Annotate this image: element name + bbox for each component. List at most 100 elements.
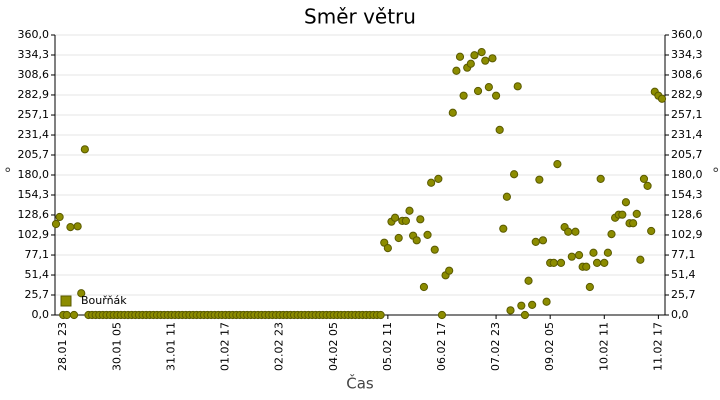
- point: [499, 224, 508, 233]
- point: [495, 125, 504, 134]
- y-tick-label: 282,9: [18, 88, 50, 101]
- point: [632, 209, 641, 218]
- y2-axis-label: °: [712, 165, 720, 183]
- point: [639, 174, 649, 183]
- y2-tick-label: 205,7: [671, 148, 703, 161]
- point: [647, 226, 656, 236]
- point: [51, 219, 61, 229]
- point: [383, 244, 392, 253]
- y2-tick-label: 128,6: [671, 208, 703, 221]
- point: [524, 276, 533, 285]
- x-tick-label: 02.02 23: [273, 322, 286, 371]
- point: [531, 237, 540, 246]
- point: [600, 258, 609, 267]
- x-tick-label: 11.02 17: [651, 322, 664, 371]
- point: [585, 282, 594, 292]
- point: [549, 258, 558, 267]
- point: [564, 227, 573, 236]
- point: [618, 210, 627, 219]
- point: [589, 248, 598, 257]
- point: [592, 258, 602, 267]
- point: [412, 236, 421, 245]
- y2-tick-label: 334,3: [671, 48, 703, 61]
- point: [394, 233, 403, 243]
- point: [470, 51, 479, 60]
- y-tick-label: 334,3: [18, 48, 50, 61]
- y-tick-label: 51,4: [25, 268, 50, 281]
- point: [517, 301, 526, 310]
- point: [437, 310, 447, 320]
- x-tick-label: 31.01 11: [164, 322, 177, 371]
- point: [556, 258, 566, 267]
- point: [481, 56, 490, 65]
- x-tick-label: 06.02 17: [435, 322, 448, 371]
- x-tick-label: 07.02 23: [489, 322, 502, 371]
- point: [390, 213, 400, 222]
- y2-tick-label: 231,4: [671, 128, 703, 141]
- point: [466, 59, 475, 68]
- point: [571, 227, 580, 236]
- y2-tick-label: 180,0: [671, 168, 703, 181]
- point: [520, 310, 530, 320]
- point: [434, 174, 443, 183]
- legend-swatch: [60, 295, 72, 307]
- point: [73, 222, 82, 231]
- point: [455, 52, 465, 61]
- x-tick-label: 04.02 05: [327, 322, 340, 371]
- point: [77, 289, 86, 298]
- point: [513, 82, 522, 91]
- y-tick-label: 360,0: [18, 28, 50, 41]
- point: [643, 181, 652, 190]
- y2-tick-label: 257,1: [671, 108, 703, 121]
- y-tick-label: 257,1: [18, 108, 50, 121]
- point: [582, 262, 591, 271]
- point: [528, 300, 537, 309]
- point: [506, 306, 515, 315]
- point: [427, 178, 436, 187]
- point: [473, 86, 483, 96]
- point: [405, 206, 414, 215]
- point: [419, 282, 429, 292]
- y-tick-label: 308,6: [18, 68, 50, 81]
- point: [657, 94, 667, 103]
- y2-tick-label: 360,0: [671, 28, 703, 41]
- point: [445, 266, 454, 275]
- y-tick-label: 0,0: [32, 308, 50, 321]
- y2-tick-label: 25,7: [671, 288, 696, 301]
- point: [80, 145, 89, 154]
- point: [452, 66, 461, 75]
- y-tick-label: 231,4: [18, 128, 50, 141]
- point: [596, 174, 605, 183]
- y-tick-label: 128,6: [18, 208, 50, 221]
- point: [448, 108, 457, 117]
- y2-tick-label: 102,9: [671, 228, 703, 241]
- y-axis-label: °: [4, 165, 12, 183]
- point: [401, 216, 410, 225]
- point: [423, 230, 432, 239]
- point: [603, 248, 612, 257]
- point: [629, 219, 638, 228]
- y-tick-label: 25,7: [25, 288, 50, 301]
- point: [459, 91, 468, 100]
- y2-tick-label: 308,6: [671, 68, 703, 81]
- point: [535, 175, 544, 184]
- point: [636, 255, 645, 264]
- point: [538, 236, 548, 245]
- point: [574, 251, 584, 260]
- point: [55, 212, 64, 222]
- point: [376, 310, 385, 320]
- point: [542, 297, 551, 306]
- y-tick-label: 180,0: [18, 168, 50, 181]
- y-tick-label: 102,9: [18, 228, 50, 241]
- y2-tick-label: 51,4: [671, 268, 696, 281]
- point: [553, 160, 562, 169]
- x-tick-label: 28.01 23: [56, 322, 69, 371]
- chart-title: Směr větru: [304, 5, 416, 29]
- point: [69, 310, 79, 320]
- point: [621, 198, 631, 207]
- x-tick-label: 05.02 11: [381, 322, 394, 371]
- point: [66, 223, 75, 232]
- y-tick-label: 205,7: [18, 148, 50, 161]
- y-tick-label: 77,1: [25, 248, 50, 261]
